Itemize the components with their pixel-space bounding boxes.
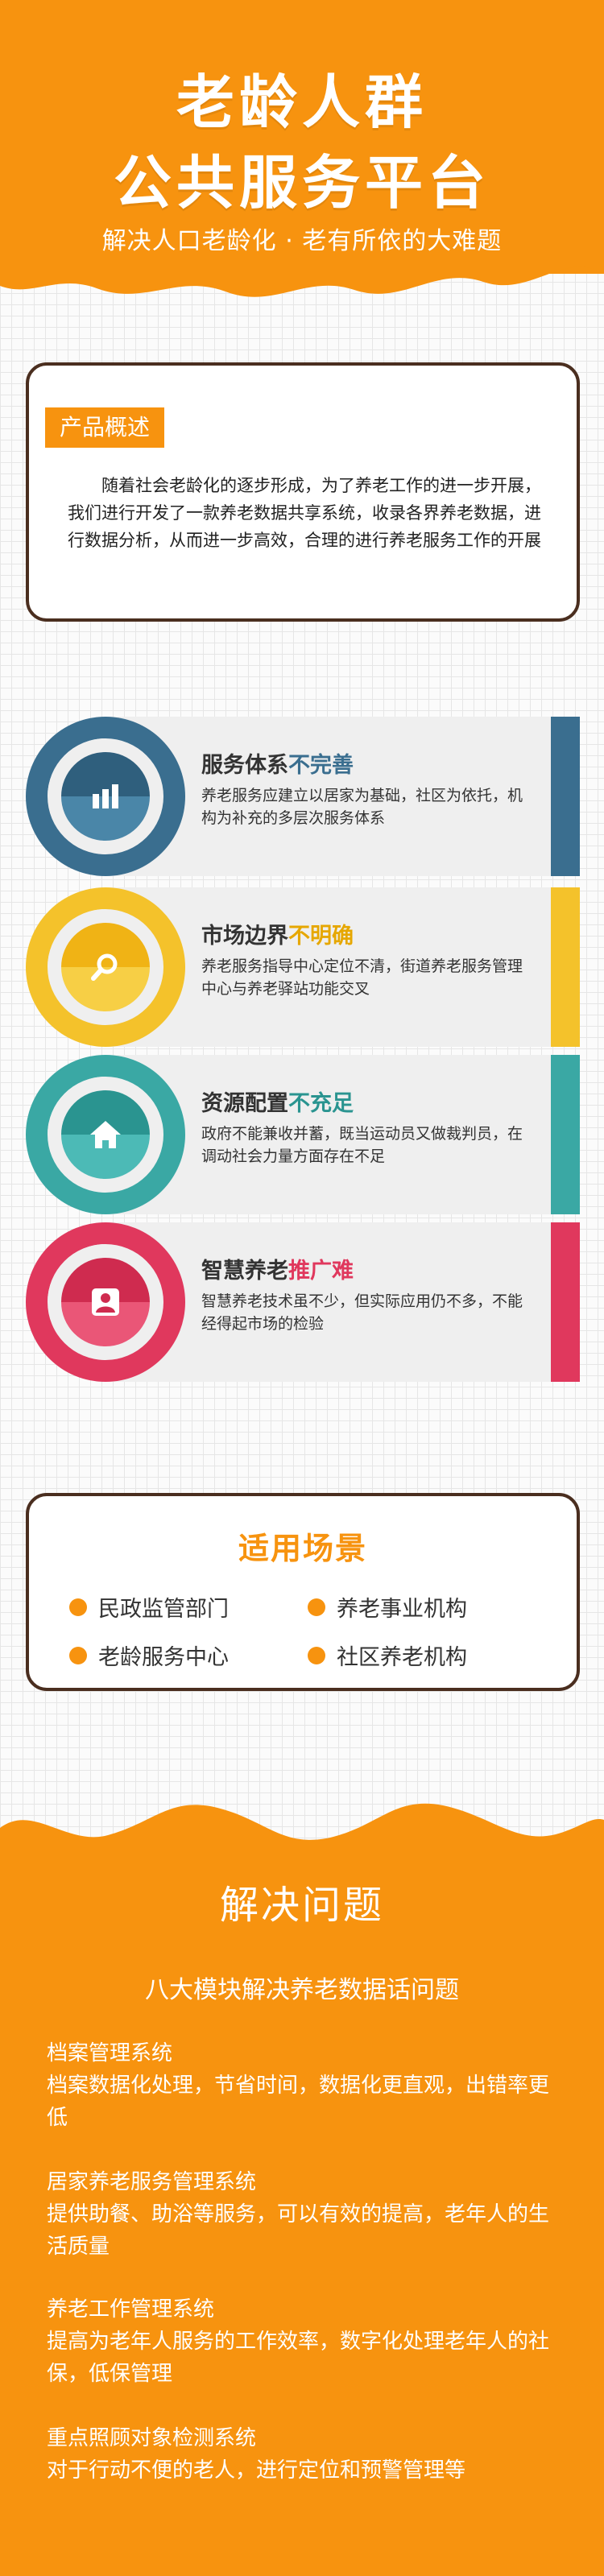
scenario-item: 养老事业机构 — [308, 1591, 467, 1623]
issue-row-smart-elderly-care: 智慧养老推广难 智慧养老技术虽不少，但实际应用仍不多，不能经得起市场的检验 — [26, 1222, 580, 1382]
module-block: 养老工作管理系统 提高为老年人服务的工作效率，数字化处理老年人的社保，低保管理 — [47, 2293, 562, 2390]
issue-description: 养老服务指导中心定位不清，街道养老服务管理中心与养老驿站功能交叉 — [201, 957, 523, 998]
page-subtitle: 解决人口老龄化 · 老有所依的大难题 — [101, 227, 503, 255]
module-desc: 提高为老年人服务的工作效率，数字化处理老年人的社保，低保管理 — [47, 2330, 550, 2386]
issue-row-resource-allocation: 资源配置不充足 政府不能兼收并蓄，既当运动员又做裁判员，在调动社会力量方面存在不… — [26, 1055, 580, 1214]
issue-color-bar — [551, 1222, 580, 1382]
scenario-item: 民政监管部门 — [69, 1591, 229, 1623]
scenario-item: 老龄服务中心 — [69, 1639, 229, 1671]
overview-tag: 产品概述 — [45, 407, 165, 448]
issue-row-market-boundary: 市场边界不明确 养老服务指导中心定位不清，街道养老服务管理中心与养老驿站功能交叉 — [26, 887, 580, 1047]
page-title-line2: 公共服务平台 — [113, 149, 490, 217]
module-desc: 对于行动不便的老人，进行定位和预警管理等 — [47, 2458, 466, 2483]
issue-description: 政府不能兼收并蓄，既当运动员又做裁判员，在调动社会力量方面存在不足 — [201, 1125, 523, 1165]
issue-row-service-system: 服务体系不完善 养老服务应建立以居家为基础，社区为依托，机构为补充的多层次服务体… — [26, 717, 580, 876]
bullet-dot-icon — [308, 1646, 325, 1664]
issue-color-bar — [551, 1055, 580, 1214]
module-desc: 提供助餐、助浴等服务，可以有效的提高，老年人的生活质量 — [47, 2202, 550, 2259]
solve-title: 解决问题 — [219, 1883, 384, 1928]
solve-subtitle: 八大模块解决养老数据话问题 — [145, 1976, 459, 2004]
overview-card — [26, 362, 580, 622]
module-block: 居家养老服务管理系统 提供助餐、助浴等服务，可以有效的提高，老年人的生活质量 — [47, 2166, 562, 2263]
user-icon — [61, 1258, 150, 1346]
issue-title: 资源配置不充足 — [201, 1091, 354, 1116]
module-name: 重点照顾对象检测系统 — [47, 2426, 257, 2450]
module-name: 档案管理系统 — [47, 2041, 173, 2065]
module-name: 养老工作管理系统 — [47, 2297, 215, 2322]
scenarios-title: 适用场景 — [238, 1531, 367, 1566]
header — [0, 0, 604, 274]
search-icon — [61, 923, 150, 1011]
issue-title: 智慧养老推广难 — [201, 1259, 354, 1284]
solve-wave — [0, 1803, 604, 1876]
issue-description: 养老服务应建立以居家为基础，社区为依托，机构为补充的多层次服务体系 — [201, 787, 523, 827]
module-desc: 档案数据化处理，节省时间，数据化更直观，出错率更低 — [47, 2074, 550, 2130]
overview-text: 随着社会老龄化的逐步形成，为了养老工作的进一步开展，我们进行开发了一款养老数据共… — [68, 476, 541, 550]
header-wave — [0, 242, 604, 297]
home-icon — [61, 1090, 150, 1179]
solve-section — [0, 1852, 604, 2576]
module-block: 重点照顾对象检测系统 对于行动不便的老人，进行定位和预警管理等 — [47, 2422, 562, 2487]
issue-description: 智慧养老技术虽不少，但实际应用仍不多，不能经得起市场的检验 — [201, 1292, 523, 1333]
scenarios-card: 适用场景 民政监管部门 养老事业机构 老龄服务中心 社区养老机构 — [26, 1493, 580, 1691]
bullet-dot-icon — [69, 1646, 87, 1664]
issue-title: 服务体系不完善 — [201, 753, 354, 778]
page-title-line1: 老龄人群 — [176, 68, 428, 136]
issue-color-bar — [551, 717, 580, 876]
issue-title: 市场边界不明确 — [201, 924, 354, 949]
bullet-dot-icon — [69, 1598, 87, 1616]
bar-chart-icon — [61, 752, 150, 841]
module-block: 档案管理系统 档案数据化处理，节省时间，数据化更直观，出错率更低 — [47, 2037, 562, 2134]
module-name: 居家养老服务管理系统 — [47, 2170, 257, 2194]
scenario-item: 社区养老机构 — [308, 1639, 467, 1671]
issue-color-bar — [551, 887, 580, 1047]
bullet-dot-icon — [308, 1598, 325, 1616]
